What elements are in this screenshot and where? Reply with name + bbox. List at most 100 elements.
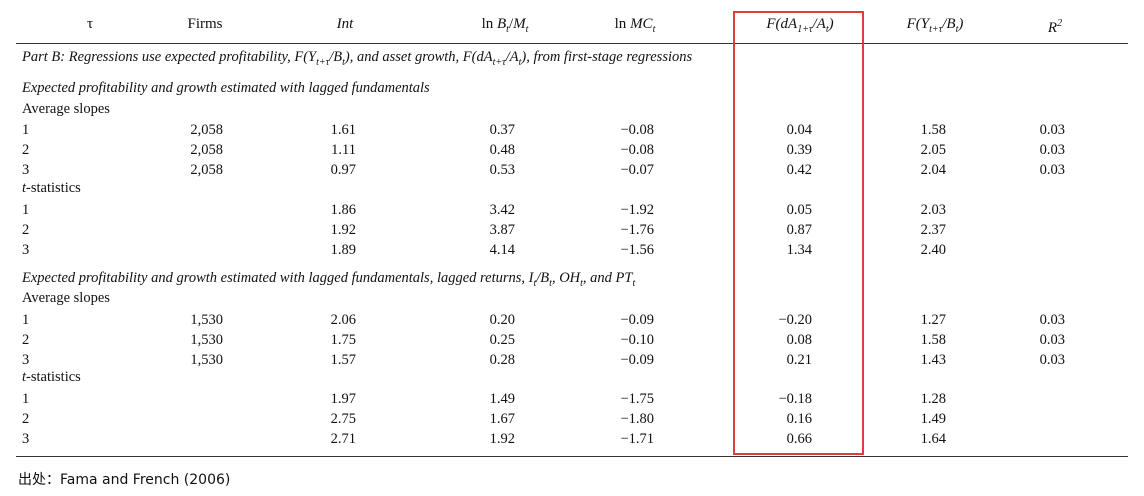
header-ln-bm: ln Bt/Mt bbox=[481, 16, 529, 35]
cell-bm: 0.48 bbox=[489, 142, 515, 158]
cell-mc: −1.71 bbox=[620, 431, 654, 447]
cell-mc: −0.09 bbox=[620, 312, 654, 328]
cell-int: 2.75 bbox=[330, 411, 356, 427]
cell-mc: −1.80 bbox=[620, 411, 654, 427]
cell-r2: 0.03 bbox=[1039, 312, 1065, 328]
table-row: 2 1,530 1.75 0.25 −0.10 0.08 1.58 0.03 bbox=[0, 330, 1144, 350]
cell-int: 0.97 bbox=[330, 162, 356, 178]
header-int: Int bbox=[336, 16, 354, 32]
cell-tau: 3 bbox=[22, 352, 30, 368]
header-rule bbox=[16, 43, 1128, 44]
table-row: 3 1.89 4.14 −1.56 1.34 2.40 bbox=[0, 240, 1144, 260]
cell-fy: 1.49 bbox=[920, 411, 946, 427]
cell-bm: 0.28 bbox=[489, 352, 515, 368]
cell-mc: −1.92 bbox=[620, 202, 654, 218]
cell-fda: 0.16 bbox=[786, 411, 812, 427]
cell-fy: 1.28 bbox=[920, 391, 946, 407]
cell-bm: 0.37 bbox=[489, 122, 515, 138]
cell-fda: 0.08 bbox=[786, 332, 812, 348]
cell-mc: −0.10 bbox=[620, 332, 654, 348]
cell-fda: 0.42 bbox=[786, 162, 812, 178]
cell-firms: 2,058 bbox=[190, 162, 223, 178]
table-row: 1 2,058 1.61 0.37 −0.08 0.04 1.58 0.03 bbox=[0, 120, 1144, 140]
cell-mc: −0.07 bbox=[620, 162, 654, 178]
section1-title: Expected profitability and growth estima… bbox=[22, 80, 430, 96]
header-ln-mc: ln MCt bbox=[614, 16, 656, 35]
table-row: 2 2.75 1.67 −1.80 0.16 1.49 bbox=[0, 409, 1144, 429]
cell-int: 1.61 bbox=[330, 122, 356, 138]
cell-int: 1.75 bbox=[330, 332, 356, 348]
cell-r2: 0.03 bbox=[1039, 122, 1065, 138]
cell-bm: 1.92 bbox=[489, 431, 515, 447]
cell-bm: 3.87 bbox=[489, 222, 515, 238]
cell-r2: 0.03 bbox=[1039, 332, 1065, 348]
cell-fy: 2.04 bbox=[920, 162, 946, 178]
cell-tau: 2 bbox=[22, 332, 30, 348]
table-row: 1 1.86 3.42 −1.92 0.05 2.03 bbox=[0, 200, 1144, 220]
cell-int: 2.71 bbox=[330, 431, 356, 447]
cell-bm: 1.49 bbox=[489, 391, 515, 407]
cell-int: 1.92 bbox=[330, 222, 356, 238]
cell-tau: 2 bbox=[22, 411, 30, 427]
table-row: 2 2,058 1.11 0.48 −0.08 0.39 2.05 0.03 bbox=[0, 140, 1144, 160]
cell-tau: 1 bbox=[22, 202, 30, 218]
cell-mc: −0.08 bbox=[620, 142, 654, 158]
cell-fda: −0.18 bbox=[778, 391, 812, 407]
table-row: 2 1.92 3.87 −1.76 0.87 2.37 bbox=[0, 220, 1144, 240]
cell-tau: 1 bbox=[22, 122, 30, 138]
cell-bm: 0.25 bbox=[489, 332, 515, 348]
cell-firms: 2,058 bbox=[190, 142, 223, 158]
cell-int: 1.89 bbox=[330, 242, 356, 258]
source-note: 出处：Fama and French (2006) bbox=[18, 472, 231, 488]
section1-t-label: t-statistics bbox=[22, 180, 81, 196]
header-fda: F(dA1+τ/At) bbox=[766, 16, 834, 35]
cell-bm: 0.20 bbox=[489, 312, 515, 328]
cell-fy: 2.40 bbox=[920, 242, 946, 258]
cell-fy: 1.58 bbox=[920, 122, 946, 138]
cell-bm: 0.53 bbox=[489, 162, 515, 178]
cell-firms: 1,530 bbox=[190, 312, 223, 328]
cell-mc: −0.08 bbox=[620, 122, 654, 138]
cell-mc: −0.09 bbox=[620, 352, 654, 368]
cell-int: 2.06 bbox=[330, 312, 356, 328]
cell-tau: 2 bbox=[22, 222, 30, 238]
cell-fda: 0.87 bbox=[786, 222, 812, 238]
cell-mc: −1.56 bbox=[620, 242, 654, 258]
cell-fda: −0.20 bbox=[778, 312, 812, 328]
cell-r2: 0.03 bbox=[1039, 352, 1065, 368]
section2-title: Expected profitability and growth estima… bbox=[22, 270, 636, 289]
cell-r2: 0.03 bbox=[1039, 142, 1065, 158]
cell-bm: 3.42 bbox=[489, 202, 515, 218]
cell-firms: 1,530 bbox=[190, 352, 223, 368]
cell-tau: 3 bbox=[22, 162, 30, 178]
cell-fy: 2.37 bbox=[920, 222, 946, 238]
table-row: 1 1.97 1.49 −1.75 −0.18 1.28 bbox=[0, 389, 1144, 409]
cell-int: 1.11 bbox=[331, 142, 356, 158]
cell-fy: 1.64 bbox=[920, 431, 946, 447]
section2-t-label: t-statistics bbox=[22, 369, 81, 385]
cell-bm: 4.14 bbox=[489, 242, 515, 258]
cell-fy: 1.58 bbox=[920, 332, 946, 348]
cell-int: 1.86 bbox=[330, 202, 356, 218]
cell-r2: 0.03 bbox=[1039, 162, 1065, 178]
cell-fy: 1.27 bbox=[920, 312, 946, 328]
highlight-box bbox=[733, 11, 864, 455]
cell-tau: 3 bbox=[22, 242, 30, 258]
table-header: τ Firms Int ln Bt/Mt ln MCt F(dA1+τ/At) … bbox=[0, 10, 1144, 38]
section1-avg-label: Average slopes bbox=[22, 101, 110, 117]
section2-avg-label: Average slopes bbox=[22, 290, 110, 306]
cell-fy: 1.43 bbox=[920, 352, 946, 368]
cell-fda: 0.66 bbox=[786, 431, 812, 447]
cell-fda: 0.04 bbox=[786, 122, 812, 138]
header-r2: R2 bbox=[1047, 18, 1063, 36]
cell-mc: −1.75 bbox=[620, 391, 654, 407]
cell-int: 1.57 bbox=[330, 352, 356, 368]
cell-fda: 0.05 bbox=[786, 202, 812, 218]
bottom-rule bbox=[16, 456, 1128, 457]
table-row: 3 2,058 0.97 0.53 −0.07 0.42 2.04 0.03 bbox=[0, 160, 1144, 180]
header-firms: Firms bbox=[187, 16, 223, 32]
cell-tau: 2 bbox=[22, 142, 30, 158]
cell-fda: 0.21 bbox=[786, 352, 812, 368]
table-row: 3 2.71 1.92 −1.71 0.66 1.64 bbox=[0, 429, 1144, 449]
table-row: 3 1,530 1.57 0.28 −0.09 0.21 1.43 0.03 bbox=[0, 350, 1144, 370]
